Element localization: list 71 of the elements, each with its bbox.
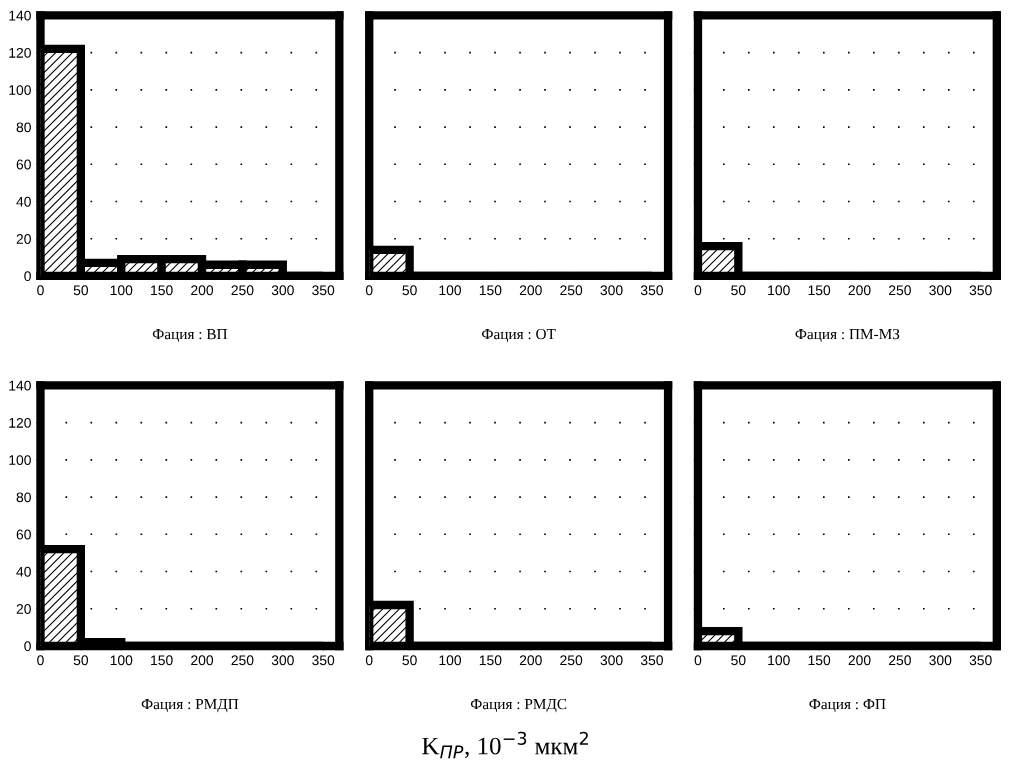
y-tick-label: 0 xyxy=(24,271,31,282)
x-tick-label: 300 xyxy=(271,655,294,666)
x-tick-label: 150 xyxy=(479,285,502,296)
x-tick-label: 150 xyxy=(808,655,831,666)
y-tick-label: 20 xyxy=(16,604,31,614)
x-tick-label: 300 xyxy=(929,655,952,666)
x-tick-label: 250 xyxy=(231,285,254,296)
x-tick-label: 300 xyxy=(600,655,623,666)
x-tick-label: 250 xyxy=(560,655,583,666)
x-tick-label: 150 xyxy=(808,285,831,296)
x-axis-title: Фация : ВП xyxy=(152,329,228,343)
x-tick-label: 200 xyxy=(519,285,542,296)
y-tick-label: 120 xyxy=(9,47,31,58)
x-tick-label: 350 xyxy=(312,655,335,666)
y-tick-label: 100 xyxy=(9,85,31,95)
x-tick-label: 250 xyxy=(889,285,911,296)
x-tick-label: 350 xyxy=(640,655,663,666)
x-tick-label: 200 xyxy=(191,285,214,296)
x-tick-label: 100 xyxy=(110,655,133,666)
y-tick-label: 140 xyxy=(9,380,31,391)
x-tick-label: 300 xyxy=(271,285,294,296)
x-tick-label: 100 xyxy=(439,285,462,296)
x-tick-label: 200 xyxy=(848,285,871,296)
x-tick-label: 0 xyxy=(37,285,44,296)
x-tick-label: 150 xyxy=(479,655,502,666)
x-tick-label: 100 xyxy=(439,655,462,666)
x-tick-label: 200 xyxy=(519,655,542,666)
x-tick-label: 50 xyxy=(73,285,89,296)
x-tick-label: 0 xyxy=(694,655,702,666)
x-tick-label: 0 xyxy=(365,655,373,666)
x-axis-title: Фация : РМДП xyxy=(141,699,239,713)
x-tick-label: 0 xyxy=(37,655,44,666)
y-tick-label: 40 xyxy=(16,566,31,577)
x-tick-label: 100 xyxy=(768,285,790,296)
y-tick-label: 60 xyxy=(16,529,31,540)
x-tick-label: 150 xyxy=(151,655,173,666)
y-tick-label: 40 xyxy=(16,196,31,207)
x-tick-label: 250 xyxy=(560,285,583,296)
x-tick-label: 50 xyxy=(402,655,417,666)
x-axis-title: Фация : РМДС xyxy=(470,698,567,713)
y-tick-label: 120 xyxy=(9,417,31,428)
y-tick-label: 0 xyxy=(24,641,31,652)
x-tick-label: 150 xyxy=(151,285,173,296)
x-tick-label: 100 xyxy=(110,285,133,296)
x-tick-label: 50 xyxy=(731,285,746,296)
y-tick-label: 20 xyxy=(16,234,31,244)
x-axis-title: Фация : ФП xyxy=(809,699,886,713)
x-tick-label: 350 xyxy=(312,285,335,296)
x-axis-title: Фация : ПМ-МЗ xyxy=(795,328,900,343)
y-tick-label: 80 xyxy=(16,492,31,503)
y-tick-label: 60 xyxy=(16,159,31,170)
x-tick-label: 350 xyxy=(640,285,663,296)
x-tick-label: 300 xyxy=(600,285,623,296)
x-tick-label: 50 xyxy=(402,285,417,296)
x-tick-label: 200 xyxy=(848,655,871,666)
x-tick-label: 350 xyxy=(969,285,992,296)
x-tick-label: 300 xyxy=(929,285,952,296)
x-tick-label: 200 xyxy=(191,655,214,666)
x-tick-label: 350 xyxy=(969,655,992,666)
x-tick-label: 100 xyxy=(768,655,790,666)
y-tick-label: 80 xyxy=(16,122,31,133)
x-tick-label: 0 xyxy=(365,285,373,296)
y-tick-label: 140 xyxy=(9,10,31,21)
x-tick-label: 250 xyxy=(889,655,911,666)
x-tick-label: 50 xyxy=(731,655,746,666)
text: K$_{ПР}$, 10$^{−3}$ мкм$^{2}$ xyxy=(422,731,588,759)
x-tick-label: 250 xyxy=(231,655,254,666)
y-tick-label: 100 xyxy=(9,455,31,466)
x-tick-label: 0 xyxy=(694,285,702,296)
x-axis-title: Фация : ОТ xyxy=(482,328,556,343)
x-tick-label: 50 xyxy=(73,655,89,666)
